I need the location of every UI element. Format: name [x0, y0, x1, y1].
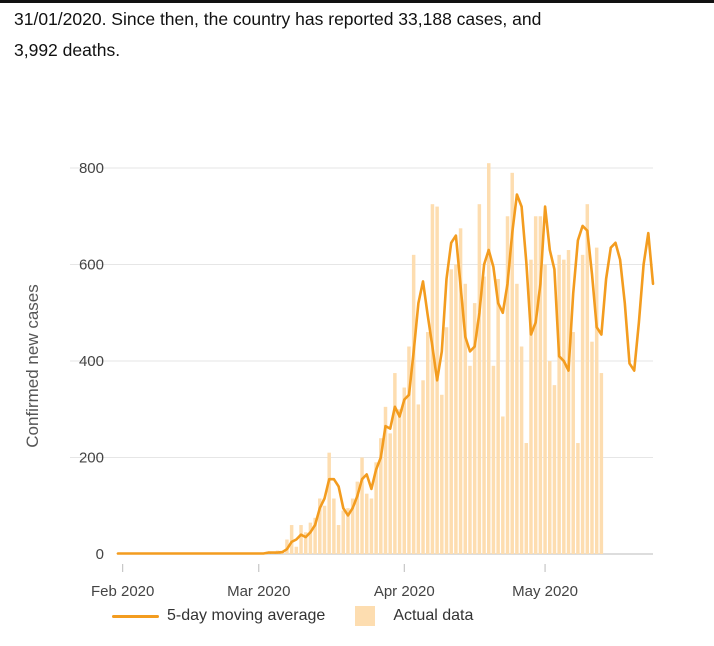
bar [355, 481, 360, 554]
bar [383, 406, 388, 554]
bar [449, 269, 453, 554]
y-tick-label: 200 [79, 450, 104, 467]
intro-line-1: 31/01/2020. Since then, the country has … [14, 9, 542, 29]
y-axis-label: Confirmed new cases [23, 284, 42, 447]
x-tick-label: Feb 2020 [91, 583, 154, 600]
bar [477, 204, 482, 554]
bar [566, 250, 571, 554]
bar [468, 365, 472, 554]
bar [482, 276, 486, 554]
bar [350, 498, 355, 554]
y-tick-label: 800 [79, 160, 104, 177]
x-tick-label: Mar 2020 [227, 583, 290, 600]
bar [543, 264, 547, 554]
intro-line-2: 3,992 deaths. [14, 40, 121, 60]
bar [571, 332, 575, 554]
bar [515, 283, 519, 554]
bar [369, 498, 374, 554]
bar [440, 394, 444, 554]
bar [318, 498, 322, 554]
bar [402, 387, 407, 554]
bar [336, 525, 341, 554]
bar [322, 505, 327, 554]
bar [407, 346, 411, 554]
bar [411, 254, 416, 554]
bar [505, 216, 510, 554]
bar [313, 517, 317, 554]
bar [397, 409, 402, 554]
moving-average-line [116, 193, 655, 555]
y-tick-label: 400 [79, 353, 104, 370]
legend-label-actual-data: Actual data [393, 607, 474, 624]
x-tick-label: May 2020 [512, 583, 578, 600]
bar [327, 452, 331, 554]
bar [529, 259, 533, 554]
bar [491, 365, 496, 554]
bar [599, 373, 604, 554]
bar [294, 546, 299, 554]
bar [289, 525, 294, 554]
bar [425, 332, 430, 554]
bar [533, 216, 538, 554]
bar [444, 327, 449, 554]
bar [379, 438, 383, 554]
bar [524, 443, 529, 554]
top-rule [0, 0, 714, 3]
bar [458, 228, 463, 554]
bar [463, 283, 468, 554]
bar [364, 493, 369, 554]
legend-label-moving-average: 5-day moving average [167, 607, 326, 624]
y-tick-label: 600 [79, 257, 104, 274]
bar [519, 346, 524, 554]
bar [548, 361, 552, 554]
bar [454, 264, 458, 554]
legend-line-swatch [112, 614, 159, 618]
bar [557, 254, 561, 554]
x-tick-label: Apr 2020 [374, 583, 435, 600]
bar [303, 532, 308, 554]
bar [346, 508, 350, 554]
legend-item-moving-average: 5-day moving average [112, 607, 325, 625]
bar [416, 404, 421, 554]
bar [341, 510, 346, 554]
bar [496, 278, 500, 554]
intro-text: 31/01/2020. Since then, the country has … [14, 4, 704, 66]
bar [360, 457, 364, 554]
bar [374, 462, 378, 554]
bar [472, 303, 477, 554]
bar [299, 525, 303, 554]
legend-bar-swatch [355, 606, 376, 626]
bar [393, 373, 397, 554]
legend-item-actual-data: Actual data [325, 606, 473, 626]
bar [538, 216, 543, 554]
bar [430, 204, 435, 554]
bar [580, 254, 585, 554]
y-tick-label: 0 [96, 546, 104, 563]
bar [594, 247, 599, 555]
bar [501, 416, 505, 554]
bar [590, 341, 594, 554]
bar [308, 522, 313, 554]
bar [510, 172, 514, 554]
bar [585, 204, 590, 554]
bar [388, 433, 392, 554]
bar [486, 163, 491, 555]
bar [332, 498, 336, 554]
chart-legend: 5-day moving average Actual data [112, 606, 473, 626]
bar [562, 259, 566, 554]
bar [576, 443, 580, 554]
bar [552, 385, 557, 554]
bar [421, 380, 425, 554]
